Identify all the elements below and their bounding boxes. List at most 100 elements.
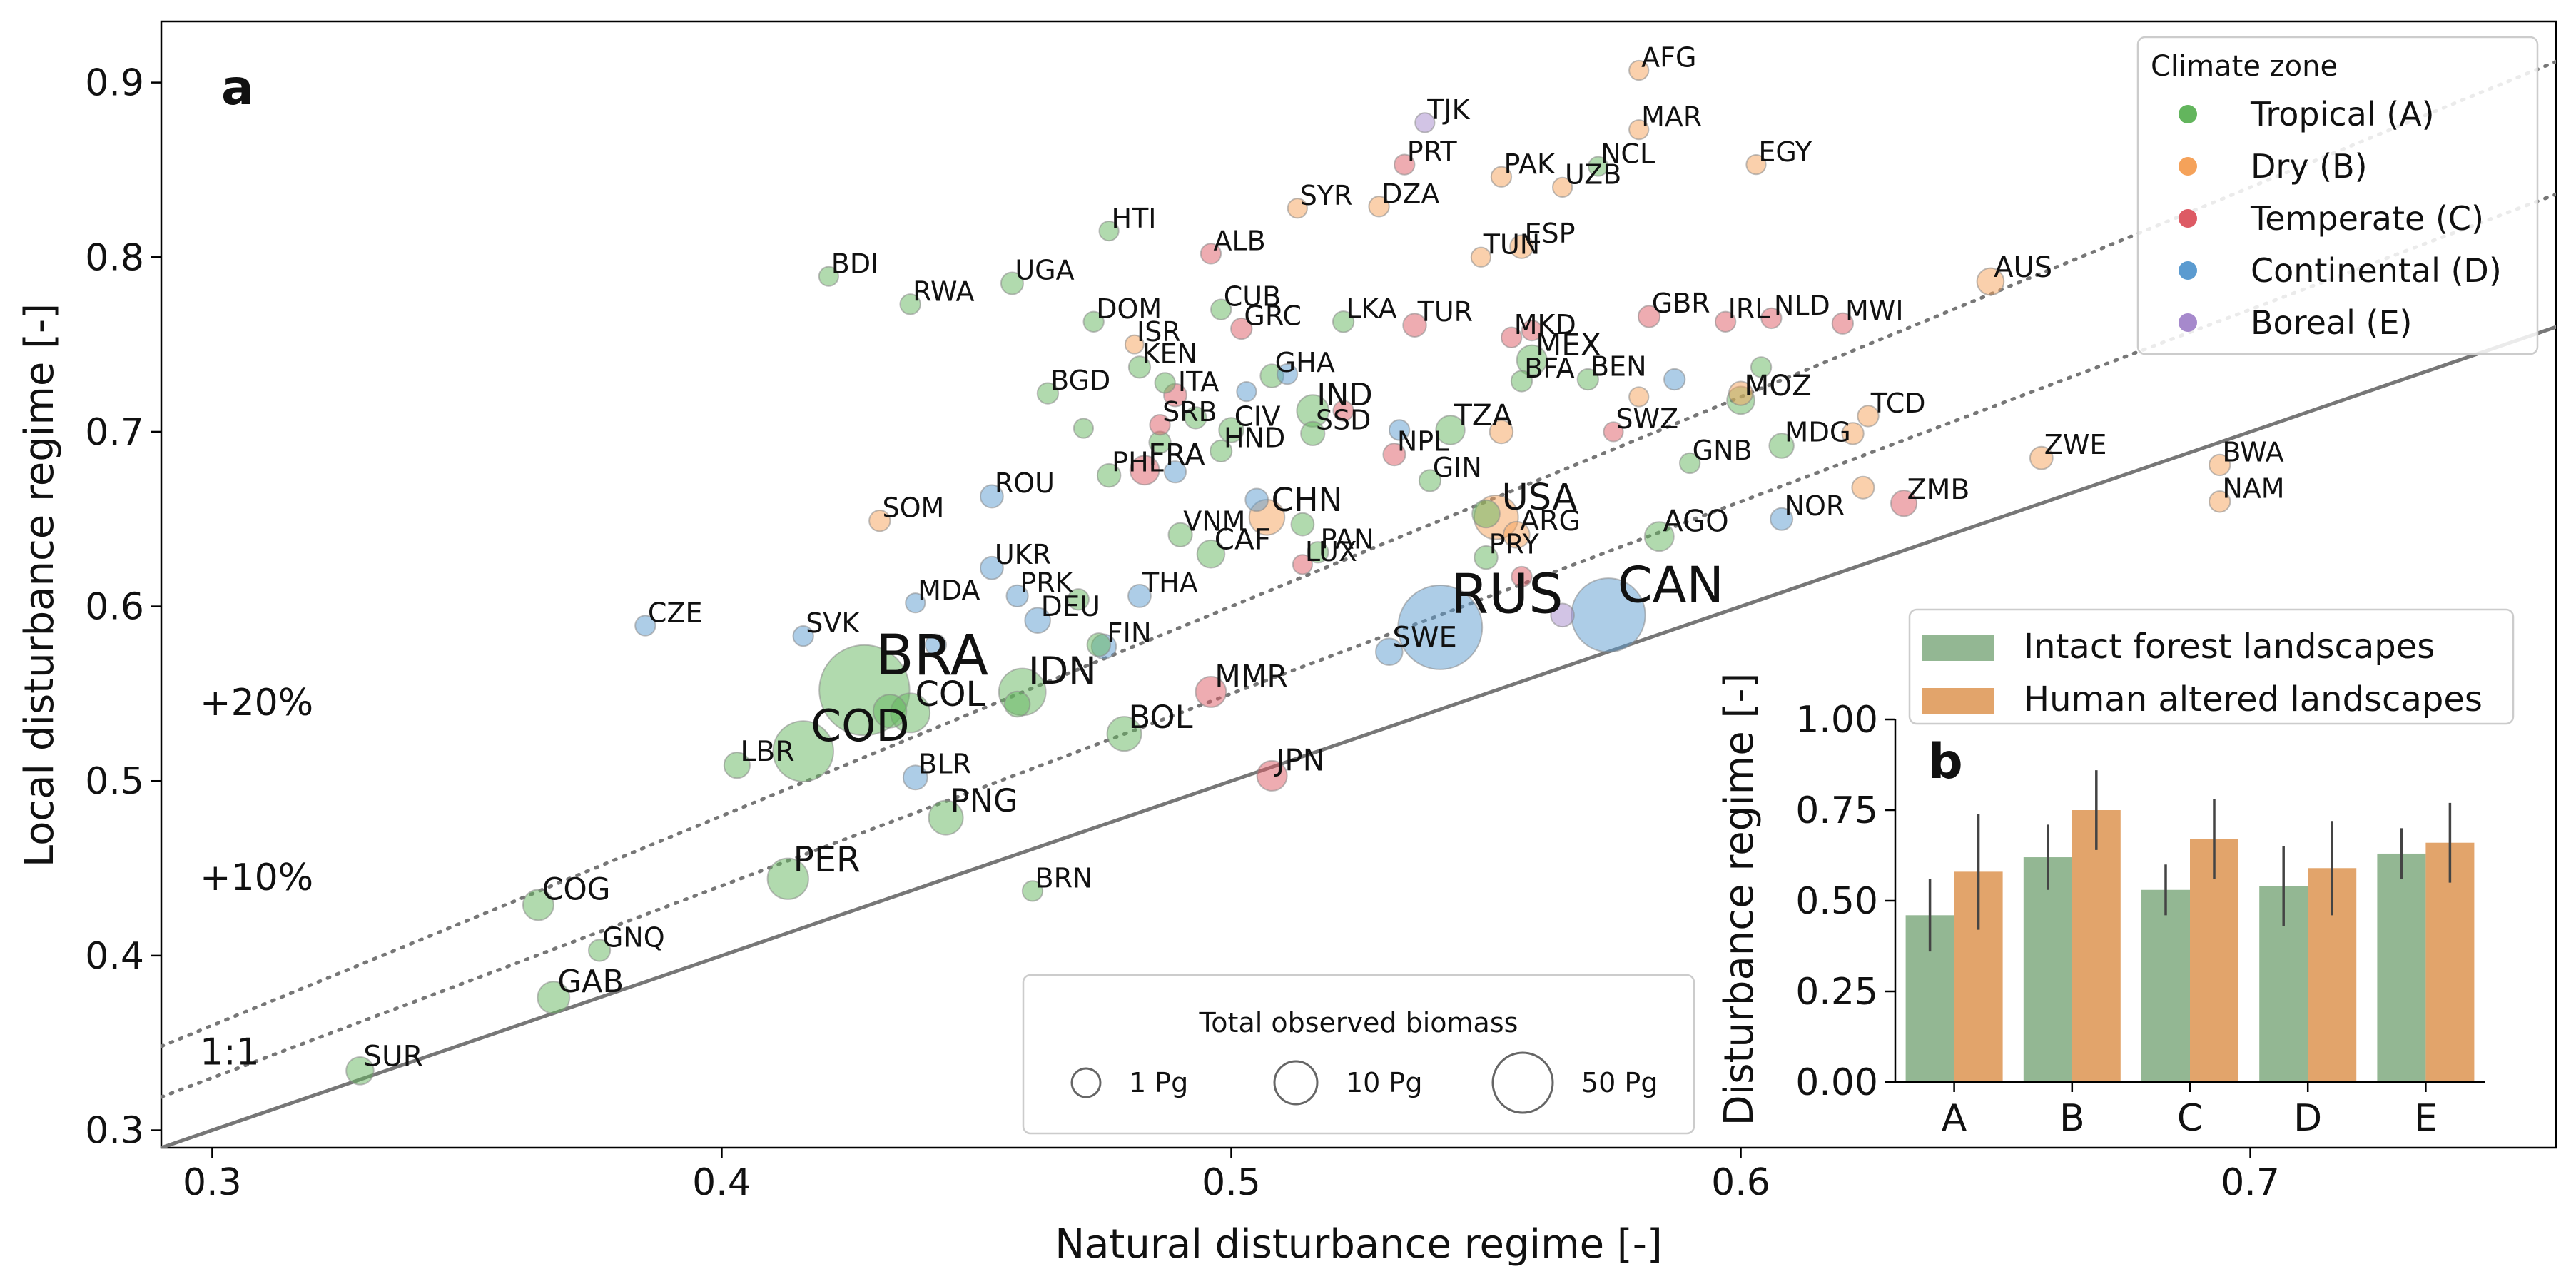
point-label-dom: DOM — [1096, 293, 1162, 325]
point-label-ncl: NCL — [1601, 138, 1655, 169]
data-point-fra — [1129, 455, 1160, 486]
data-point-syr — [1287, 198, 1308, 219]
data-point-cog — [522, 889, 554, 921]
panel-a-label: a — [221, 60, 254, 116]
data-point-mmr — [1195, 676, 1227, 708]
panel-b-x-tick-label: A — [1942, 1097, 1967, 1140]
climate-zone-legend: Climate zone Tropical (A) Dry (B) Temperat… — [2136, 36, 2539, 355]
data-point-tha — [1127, 583, 1152, 608]
data-point-mdg — [1768, 433, 1795, 459]
data-point — [872, 694, 908, 729]
x-tick-label: 0.5 — [1202, 1161, 1261, 1204]
data-point-ukr — [979, 555, 1004, 580]
x-tick-label: 0.3 — [183, 1161, 242, 1204]
data-point-brn — [1021, 880, 1044, 902]
data-point — [1236, 381, 1257, 403]
point-label-nld: NLD — [1774, 290, 1830, 321]
biomass-size-legend: Total observed biomass 1 Pg 10 Pg 50 Pg — [1022, 974, 1695, 1135]
data-point — [1521, 319, 1543, 342]
data-point-bol — [1106, 716, 1142, 752]
point-label-gnb: GNB — [1693, 435, 1753, 466]
data-point — [1511, 565, 1533, 588]
data-point-rwa — [899, 293, 921, 315]
data-point — [1841, 422, 1865, 445]
data-point-swz — [1603, 421, 1624, 443]
point-label-hnd: HND — [1224, 423, 1285, 454]
data-point-prk — [1005, 584, 1029, 608]
data-point-ncl — [1587, 156, 1609, 177]
data-point-zwe — [2029, 445, 2054, 470]
point-label-bol: BOL — [1129, 698, 1193, 736]
point-label-tjk: TJK — [1426, 94, 1470, 126]
panel-b-y-tick-label: 0.75 — [1795, 789, 1878, 832]
point-label-idn: IDN — [1028, 649, 1097, 693]
data-point-som — [868, 510, 891, 532]
point-label-grc: GRC — [1244, 300, 1302, 331]
point-label-ben: BEN — [1591, 350, 1647, 382]
data-point-afg — [1628, 59, 1650, 81]
panel-a-axes: 0.3 0.4 0.5 0.6 0.7 0.3 0.4 0.5 0.6 0.7 0.8 0.9 — [85, 62, 2280, 1204]
reference-line-1 — [161, 192, 2556, 1099]
point-label-cod: COD — [811, 701, 909, 752]
data-point-rus — [1397, 584, 1484, 670]
y-tick-label: 0.3 — [85, 1110, 144, 1153]
data-point-dza — [1368, 196, 1390, 218]
point-label-ita: ITA — [1178, 366, 1219, 398]
data-point-tun — [1470, 246, 1491, 268]
point-label-swe: SWE — [1393, 622, 1457, 654]
point-label-moz: MOZ — [1744, 368, 1812, 403]
point-label-gha: GHA — [1275, 347, 1335, 378]
point-label-gnq: GNQ — [602, 921, 665, 953]
x-tick-label: 0.6 — [1711, 1161, 1770, 1204]
data-point-arg — [1503, 520, 1531, 549]
y-tick-label: 0.5 — [85, 760, 144, 803]
data-point-blr — [902, 764, 928, 791]
point-label-tza: TZA — [1454, 398, 1513, 432]
point-label-tun: TUN — [1483, 229, 1540, 261]
data-point-lux — [1292, 554, 1314, 575]
data-point-ben — [1576, 368, 1599, 391]
point-label-chn: CHN — [1272, 481, 1343, 519]
size-legend-label: 50 Pg — [1581, 1067, 1658, 1098]
data-point-uzb — [1552, 176, 1573, 198]
data-point-bgd — [1036, 382, 1060, 405]
point-label-npl: NPL — [1397, 425, 1449, 457]
data-point-bwa — [2209, 453, 2231, 477]
point-label-pan: PAN — [1321, 524, 1374, 555]
data-point-aus — [1976, 267, 2005, 296]
data-point — [1184, 406, 1207, 430]
point-label-prt: PRT — [1407, 136, 1458, 168]
point-label-brn: BRN — [1035, 862, 1093, 894]
point-label-dza: DZA — [1381, 178, 1439, 209]
data-point — [1728, 380, 1754, 406]
data-point-mar — [1628, 119, 1650, 141]
point-label-pak: PAK — [1503, 148, 1555, 180]
point-label-mwi: MWI — [1845, 295, 1904, 326]
point-label-gin: GIN — [1433, 452, 1482, 483]
point-label-caf: CAF — [1215, 522, 1271, 556]
size-legend-label: 10 Pg — [1346, 1067, 1422, 1098]
point-label-egy: EGY — [1758, 136, 1812, 168]
scatter-points — [345, 59, 2231, 1086]
reference-line-label-1: +10% — [200, 856, 313, 899]
data-point-alb — [1200, 243, 1222, 265]
panel-b-label: b — [1928, 734, 1963, 790]
data-point-jpn — [1256, 759, 1288, 792]
bar-intact-b — [2023, 857, 2072, 1082]
point-label-svk: SVK — [806, 607, 860, 639]
point-label-som: SOM — [882, 492, 944, 524]
data-point-pak — [1490, 166, 1513, 188]
data-point-zmb — [1890, 490, 1918, 517]
point-label-gbr: GBR — [1652, 288, 1710, 319]
point-label-isr: ISR — [1137, 316, 1181, 348]
point-label-nor: NOR — [1785, 490, 1845, 522]
data-point-deu — [1024, 607, 1051, 634]
legend-label-e: Boreal (E) — [2251, 303, 2412, 342]
point-label-rou: ROU — [995, 467, 1055, 499]
data-point-sur — [345, 1056, 375, 1086]
bar-altered-c — [2190, 839, 2238, 1082]
data-point-tjk — [1414, 112, 1436, 133]
data-point-hnd — [1210, 439, 1233, 462]
legend-label-d: Continental (D) — [2251, 251, 2502, 290]
y-tick-label: 0.7 — [85, 411, 144, 454]
